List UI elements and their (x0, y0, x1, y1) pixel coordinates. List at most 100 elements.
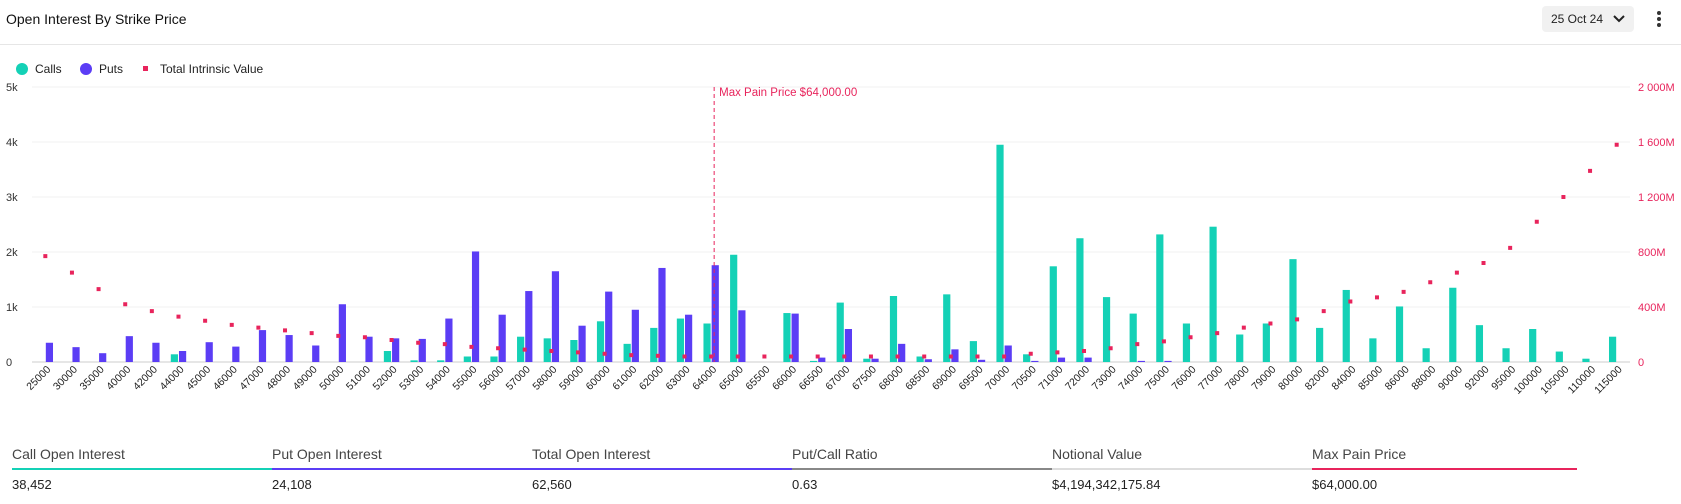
intrinsic-value-point (176, 314, 181, 319)
puts-bar (392, 338, 400, 362)
x-tick-label: 115000 (1592, 364, 1625, 397)
y2-tick-label: 0 (1638, 357, 1644, 369)
puts-bar (658, 267, 666, 362)
intrinsic-value-point (389, 338, 394, 342)
y-tick-label: 3k (6, 192, 18, 204)
stat-label: Max Pain Price (1312, 446, 1407, 462)
stat-value: 38,452 (12, 477, 52, 492)
stat-label: Notional Value (1052, 446, 1143, 462)
intrinsic-value-point (229, 322, 234, 327)
puts-bar (205, 342, 213, 362)
intrinsic-value-point (336, 333, 341, 338)
x-tick-label: 35000 (78, 364, 107, 393)
puts-bar (605, 291, 613, 362)
stat-underline (792, 468, 1057, 470)
intrinsic-value-point (1428, 280, 1433, 285)
intrinsic-value-point (1241, 325, 1246, 330)
calls-bar (1342, 289, 1350, 362)
x-tick-label: 45000 (184, 364, 213, 393)
intrinsic-value-point (1295, 317, 1300, 322)
x-tick-label: 74000 (1116, 364, 1145, 393)
calls-bar (383, 351, 392, 362)
intrinsic-value-point (789, 354, 794, 359)
x-tick-label: 82000 (1303, 364, 1332, 393)
intrinsic-value-point (256, 325, 261, 330)
x-tick-label: 52000 (371, 364, 400, 393)
legend-item-total-intrinsic-value[interactable]: Total Intrinsic Value (140, 62, 263, 76)
stat-card: Put Open Interest 24,108 (272, 446, 537, 492)
x-tick-label: 92000 (1463, 364, 1492, 393)
more-options-icon[interactable] (1652, 9, 1666, 31)
y-tick-label: 2k (6, 247, 18, 259)
calls-bar (490, 356, 498, 362)
x-tick-label: 80000 (1276, 364, 1305, 393)
puts-bar (45, 342, 54, 362)
puts-bar (738, 310, 746, 362)
intrinsic-value-point (922, 354, 927, 359)
x-tick-label: 110000 (1565, 364, 1598, 397)
calls-bar (1422, 348, 1430, 362)
intrinsic-value-point (1188, 335, 1193, 340)
intrinsic-value-point (1401, 289, 1406, 294)
x-tick-label: 62000 (637, 364, 666, 393)
intrinsic-value-point (1002, 354, 1007, 359)
puts-bar (951, 349, 959, 362)
intrinsic-value-point (1508, 245, 1513, 250)
x-tick-label: 73000 (1090, 364, 1119, 393)
intrinsic-value-point (1481, 261, 1486, 265)
stat-value: $4,194,342,175.84 (1052, 477, 1161, 492)
intrinsic-value-point (948, 354, 953, 359)
stat-underline (272, 468, 537, 470)
puts-bar (818, 357, 826, 362)
puts-bar (72, 347, 80, 362)
intrinsic-value-point (975, 354, 980, 359)
calls-bar (650, 327, 658, 362)
x-tick-label: 71000 (1036, 364, 1065, 393)
puts-bar (471, 251, 480, 362)
calls-bar (410, 360, 418, 362)
y2-tick-label: 2 000M (1638, 82, 1675, 94)
intrinsic-value-point (735, 354, 740, 359)
x-tick-label: 47000 (237, 364, 266, 393)
puts-bar (844, 329, 853, 362)
stat-value: 24,108 (272, 477, 312, 492)
x-tick-label: 67500 (850, 364, 879, 393)
puts-bar (898, 343, 906, 362)
calls-bar (916, 356, 924, 362)
calls-bar (996, 144, 1004, 362)
y2-tick-label: 400M (1638, 302, 1666, 314)
x-tick-label: 66000 (770, 364, 799, 393)
puts-bar (178, 351, 187, 362)
puts-bar (312, 345, 320, 362)
puts-bar (152, 342, 160, 362)
intrinsic-value-point (1161, 339, 1166, 344)
puts-legend-icon (80, 63, 92, 75)
expiry-date-dropdown[interactable]: 25 Oct 24 (1542, 6, 1634, 32)
calls-bar (1608, 336, 1617, 362)
intrinsic-value-point (1268, 321, 1273, 326)
calls-legend-icon (16, 63, 28, 75)
legend-item-calls[interactable]: Calls (16, 62, 62, 76)
x-tick-label: 69000 (930, 364, 959, 393)
intrinsic-value-point (575, 350, 580, 355)
intrinsic-value-point (203, 318, 208, 323)
puts-bar (1084, 357, 1092, 362)
chart-header: Open Interest By Strike Price 25 Oct 24 (0, 0, 1681, 45)
calls-bar (1555, 351, 1563, 362)
calls-bar (703, 323, 711, 362)
x-tick-label: 49000 (291, 364, 320, 393)
intrinsic-value-point (1374, 295, 1379, 300)
calls-bar (596, 321, 605, 362)
max-pain-label: Max Pain Price $64,000.00 (719, 87, 857, 99)
x-tick-label: 44000 (157, 364, 186, 393)
x-tick-label: 65500 (743, 364, 772, 393)
legend-item-puts[interactable]: Puts (80, 62, 123, 76)
puts-bar (578, 325, 586, 362)
legend-label: Calls (35, 62, 62, 76)
x-tick-label: 105000 (1538, 364, 1571, 397)
calls-bar (969, 341, 977, 362)
intrinsic-value-point (362, 335, 367, 340)
puts-bar (631, 309, 639, 362)
x-tick-label: 54000 (424, 364, 453, 393)
x-tick-label: 77000 (1196, 364, 1225, 393)
